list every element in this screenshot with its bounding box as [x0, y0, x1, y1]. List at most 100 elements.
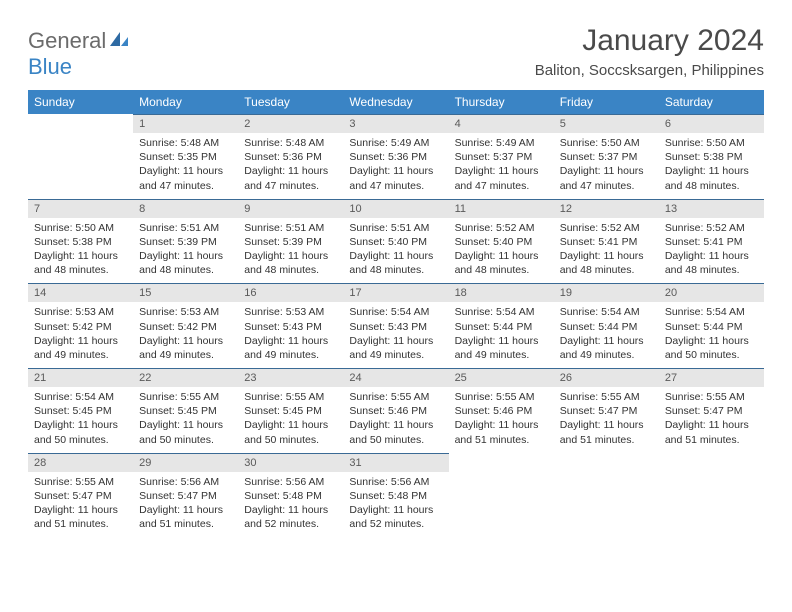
calendar-week-row: 7Sunrise: 5:50 AMSunset: 5:38 PMDaylight…: [28, 199, 764, 284]
day-details: Sunrise: 5:51 AMSunset: 5:40 PMDaylight:…: [343, 218, 448, 284]
calendar-day-cell: 27Sunrise: 5:55 AMSunset: 5:47 PMDayligh…: [659, 368, 764, 453]
day-number: 5: [554, 114, 659, 133]
calendar-week-row: 1Sunrise: 5:48 AMSunset: 5:35 PMDaylight…: [28, 114, 764, 199]
day-number: 1: [133, 114, 238, 133]
calendar-day-cell: 26Sunrise: 5:55 AMSunset: 5:47 PMDayligh…: [554, 368, 659, 453]
day-details: Sunrise: 5:55 AMSunset: 5:46 PMDaylight:…: [449, 387, 554, 453]
weekday-header: Monday: [133, 90, 238, 114]
day-details: Sunrise: 5:55 AMSunset: 5:45 PMDaylight:…: [133, 387, 238, 453]
month-title: January 2024: [535, 24, 764, 58]
day-number: 8: [133, 199, 238, 218]
calendar-day-cell: 4Sunrise: 5:49 AMSunset: 5:37 PMDaylight…: [449, 114, 554, 199]
calendar-week-row: 28Sunrise: 5:55 AMSunset: 5:47 PMDayligh…: [28, 453, 764, 538]
calendar-day-cell: 24Sunrise: 5:55 AMSunset: 5:46 PMDayligh…: [343, 368, 448, 453]
calendar-day-cell: 10Sunrise: 5:51 AMSunset: 5:40 PMDayligh…: [343, 199, 448, 284]
day-details: Sunrise: 5:48 AMSunset: 5:36 PMDaylight:…: [238, 133, 343, 199]
weekday-header: Tuesday: [238, 90, 343, 114]
day-details: Sunrise: 5:51 AMSunset: 5:39 PMDaylight:…: [133, 218, 238, 284]
calendar-day-cell: 25Sunrise: 5:55 AMSunset: 5:46 PMDayligh…: [449, 368, 554, 453]
day-details: Sunrise: 5:50 AMSunset: 5:38 PMDaylight:…: [28, 218, 133, 284]
day-number: 31: [343, 453, 448, 472]
day-number: 14: [28, 283, 133, 302]
day-number: 23: [238, 368, 343, 387]
title-block: January 2024 Baliton, Soccsksargen, Phil…: [535, 24, 764, 79]
calendar-day-cell: 18Sunrise: 5:54 AMSunset: 5:44 PMDayligh…: [449, 283, 554, 368]
day-details: Sunrise: 5:55 AMSunset: 5:47 PMDaylight:…: [554, 387, 659, 453]
logo-text: General Blue: [28, 28, 130, 80]
calendar-week-row: 21Sunrise: 5:54 AMSunset: 5:45 PMDayligh…: [28, 368, 764, 453]
weekday-header: Wednesday: [343, 90, 448, 114]
day-details: Sunrise: 5:52 AMSunset: 5:41 PMDaylight:…: [554, 218, 659, 284]
weekday-header: Sunday: [28, 90, 133, 114]
day-details: Sunrise: 5:53 AMSunset: 5:43 PMDaylight:…: [238, 302, 343, 368]
calendar-day-cell: 28Sunrise: 5:55 AMSunset: 5:47 PMDayligh…: [28, 453, 133, 538]
day-details: Sunrise: 5:52 AMSunset: 5:40 PMDaylight:…: [449, 218, 554, 284]
calendar-day-cell: 9Sunrise: 5:51 AMSunset: 5:39 PMDaylight…: [238, 199, 343, 284]
day-details: Sunrise: 5:56 AMSunset: 5:48 PMDaylight:…: [343, 472, 448, 538]
calendar-day-cell: 8Sunrise: 5:51 AMSunset: 5:39 PMDaylight…: [133, 199, 238, 284]
calendar-day-cell: 7Sunrise: 5:50 AMSunset: 5:38 PMDaylight…: [28, 199, 133, 284]
calendar-day-cell: 16Sunrise: 5:53 AMSunset: 5:43 PMDayligh…: [238, 283, 343, 368]
day-details: Sunrise: 5:54 AMSunset: 5:44 PMDaylight:…: [659, 302, 764, 368]
day-details: Sunrise: 5:55 AMSunset: 5:45 PMDaylight:…: [238, 387, 343, 453]
calendar-day-cell: 11Sunrise: 5:52 AMSunset: 5:40 PMDayligh…: [449, 199, 554, 284]
calendar-day-cell: 6Sunrise: 5:50 AMSunset: 5:38 PMDaylight…: [659, 114, 764, 199]
calendar-day-cell: [659, 453, 764, 538]
day-number: 17: [343, 283, 448, 302]
day-number: 22: [133, 368, 238, 387]
day-number: 27: [659, 368, 764, 387]
calendar-day-cell: 22Sunrise: 5:55 AMSunset: 5:45 PMDayligh…: [133, 368, 238, 453]
day-details: Sunrise: 5:49 AMSunset: 5:36 PMDaylight:…: [343, 133, 448, 199]
day-details: Sunrise: 5:50 AMSunset: 5:38 PMDaylight:…: [659, 133, 764, 199]
day-number: 29: [133, 453, 238, 472]
day-number: 19: [554, 283, 659, 302]
calendar-day-cell: 14Sunrise: 5:53 AMSunset: 5:42 PMDayligh…: [28, 283, 133, 368]
calendar-day-cell: [28, 114, 133, 199]
logo-sail-icon: [108, 30, 130, 53]
location-text: Baliton, Soccsksargen, Philippines: [535, 62, 764, 79]
day-details: Sunrise: 5:51 AMSunset: 5:39 PMDaylight:…: [238, 218, 343, 284]
day-number: 10: [343, 199, 448, 218]
day-details: Sunrise: 5:55 AMSunset: 5:47 PMDaylight:…: [659, 387, 764, 453]
calendar-day-cell: 30Sunrise: 5:56 AMSunset: 5:48 PMDayligh…: [238, 453, 343, 538]
day-number: 26: [554, 368, 659, 387]
logo: General Blue: [28, 28, 130, 80]
calendar-day-cell: 12Sunrise: 5:52 AMSunset: 5:41 PMDayligh…: [554, 199, 659, 284]
weekday-header: Saturday: [659, 90, 764, 114]
day-number: 18: [449, 283, 554, 302]
calendar-day-cell: 21Sunrise: 5:54 AMSunset: 5:45 PMDayligh…: [28, 368, 133, 453]
calendar-day-cell: 5Sunrise: 5:50 AMSunset: 5:37 PMDaylight…: [554, 114, 659, 199]
calendar-day-cell: 13Sunrise: 5:52 AMSunset: 5:41 PMDayligh…: [659, 199, 764, 284]
calendar-day-cell: 15Sunrise: 5:53 AMSunset: 5:42 PMDayligh…: [133, 283, 238, 368]
day-number: 25: [449, 368, 554, 387]
day-number: 15: [133, 283, 238, 302]
day-details: Sunrise: 5:50 AMSunset: 5:37 PMDaylight:…: [554, 133, 659, 199]
calendar-day-cell: 23Sunrise: 5:55 AMSunset: 5:45 PMDayligh…: [238, 368, 343, 453]
header: General Blue January 2024 Baliton, Soccs…: [28, 24, 764, 80]
day-details: Sunrise: 5:55 AMSunset: 5:47 PMDaylight:…: [28, 472, 133, 538]
day-details: Sunrise: 5:49 AMSunset: 5:37 PMDaylight:…: [449, 133, 554, 199]
day-number: 28: [28, 453, 133, 472]
day-number: 4: [449, 114, 554, 133]
day-number: 30: [238, 453, 343, 472]
day-details: Sunrise: 5:56 AMSunset: 5:48 PMDaylight:…: [238, 472, 343, 538]
logo-text-blue: Blue: [28, 54, 72, 79]
day-details: Sunrise: 5:54 AMSunset: 5:43 PMDaylight:…: [343, 302, 448, 368]
calendar-body: 1Sunrise: 5:48 AMSunset: 5:35 PMDaylight…: [28, 114, 764, 537]
day-number: 21: [28, 368, 133, 387]
day-number: 9: [238, 199, 343, 218]
day-number: 13: [659, 199, 764, 218]
calendar-day-cell: [554, 453, 659, 538]
calendar-day-cell: 1Sunrise: 5:48 AMSunset: 5:35 PMDaylight…: [133, 114, 238, 199]
day-details: Sunrise: 5:53 AMSunset: 5:42 PMDaylight:…: [133, 302, 238, 368]
calendar-table: SundayMondayTuesdayWednesdayThursdayFrid…: [28, 90, 764, 537]
logo-text-general: General: [28, 28, 106, 53]
calendar-week-row: 14Sunrise: 5:53 AMSunset: 5:42 PMDayligh…: [28, 283, 764, 368]
day-number: 12: [554, 199, 659, 218]
calendar-day-cell: 31Sunrise: 5:56 AMSunset: 5:48 PMDayligh…: [343, 453, 448, 538]
calendar-header-row: SundayMondayTuesdayWednesdayThursdayFrid…: [28, 90, 764, 114]
day-details: Sunrise: 5:55 AMSunset: 5:46 PMDaylight:…: [343, 387, 448, 453]
day-number: 16: [238, 283, 343, 302]
day-number: 2: [238, 114, 343, 133]
calendar-day-cell: 20Sunrise: 5:54 AMSunset: 5:44 PMDayligh…: [659, 283, 764, 368]
